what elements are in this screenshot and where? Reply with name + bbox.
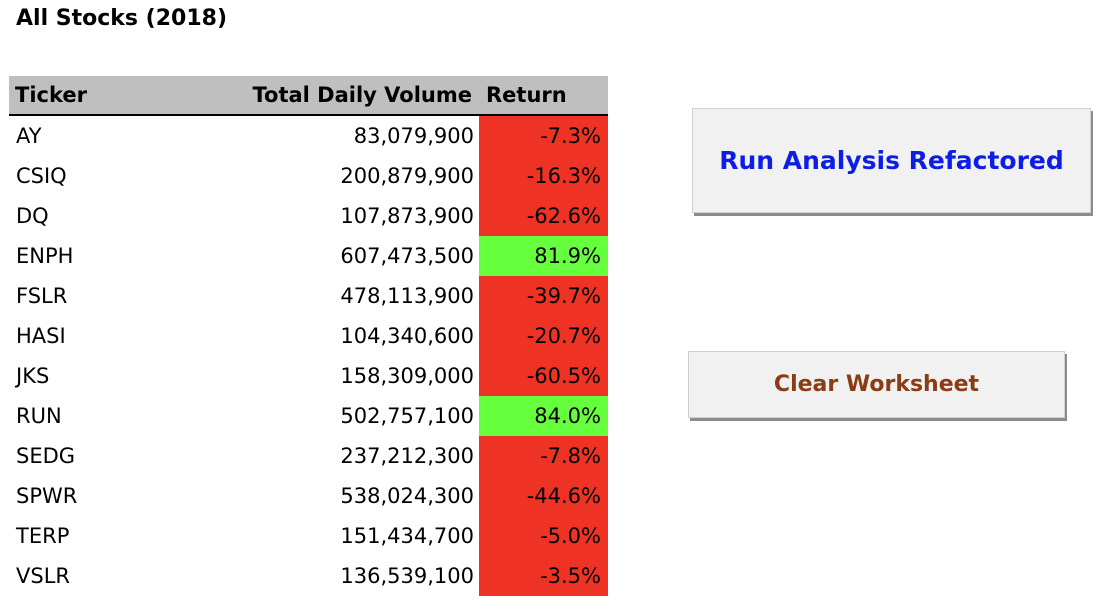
return-cell[interactable]: -16.3%: [479, 156, 608, 196]
table-row: AY 83,079,900 -7.3%: [9, 115, 608, 156]
return-cell[interactable]: -62.6%: [479, 196, 608, 236]
total-daily-volume-cell[interactable]: 478,113,900: [340, 284, 474, 308]
stock-results-table: Ticker Total Daily Volume Return AY 83,07…: [9, 76, 608, 596]
return-cell[interactable]: 84.0%: [479, 396, 608, 436]
table-row: DQ 107,873,900 -62.6%: [9, 196, 608, 236]
total-daily-volume-cell[interactable]: 136,539,100: [340, 564, 474, 588]
total-daily-volume-cell[interactable]: 502,757,100: [340, 404, 474, 428]
ticker-cell[interactable]: TERP: [16, 524, 70, 548]
table-row: ENPH 607,473,500 81.9%: [9, 236, 608, 276]
ticker-cell[interactable]: JKS: [16, 364, 50, 388]
table-header-row: Ticker Total Daily Volume Return: [9, 76, 608, 116]
ticker-cell[interactable]: DQ: [16, 204, 49, 228]
ticker-cell[interactable]: SEDG: [16, 444, 76, 468]
total-daily-volume-cell[interactable]: 200,879,900: [340, 164, 474, 188]
return-cell[interactable]: -5.0%: [479, 516, 608, 556]
clear-worksheet-button[interactable]: Clear Worksheet: [688, 351, 1065, 418]
return-cell[interactable]: -7.3%: [479, 115, 608, 156]
return-cell[interactable]: -44.6%: [479, 476, 608, 516]
total-daily-volume-cell[interactable]: 151,434,700: [340, 524, 474, 548]
table-row: VSLR 136,539,100 -3.5%: [9, 556, 608, 596]
total-daily-volume-cell[interactable]: 107,873,900: [340, 204, 474, 228]
return-cell[interactable]: -3.5%: [479, 556, 608, 596]
total-daily-volume-cell[interactable]: 538,024,300: [340, 484, 474, 508]
header-ticker[interactable]: Ticker: [9, 76, 129, 116]
return-cell[interactable]: 81.9%: [479, 236, 608, 276]
ticker-cell[interactable]: HASI: [16, 324, 66, 348]
return-cell[interactable]: -20.7%: [479, 316, 608, 356]
ticker-cell[interactable]: VSLR: [16, 564, 70, 588]
ticker-cell[interactable]: SPWR: [16, 484, 78, 508]
ticker-cell[interactable]: RUN: [16, 404, 62, 428]
total-daily-volume-cell[interactable]: 83,079,900: [353, 124, 474, 148]
total-daily-volume-cell[interactable]: 607,473,500: [340, 244, 474, 268]
ticker-cell[interactable]: AY: [16, 124, 42, 148]
total-daily-volume-cell[interactable]: 104,340,600: [340, 324, 474, 348]
table-row: SEDG 237,212,300 -7.8%: [9, 436, 608, 476]
table-row: CSIQ 200,879,900 -16.3%: [9, 156, 608, 196]
table-row: TERP 151,434,700 -5.0%: [9, 516, 608, 556]
ticker-cell[interactable]: CSIQ: [16, 164, 67, 188]
table-row: HASI 104,340,600 -20.7%: [9, 316, 608, 356]
total-daily-volume-cell[interactable]: 158,309,000: [340, 364, 474, 388]
table-row: RUN 502,757,100 84.0%: [9, 396, 608, 436]
table-row: JKS 158,309,000 -60.5%: [9, 356, 608, 396]
return-cell[interactable]: -39.7%: [479, 276, 608, 316]
return-cell[interactable]: -7.8%: [479, 436, 608, 476]
run-analysis-refactored-button[interactable]: Run Analysis Refactored: [692, 108, 1091, 213]
return-cell[interactable]: -60.5%: [479, 356, 608, 396]
ticker-cell[interactable]: ENPH: [16, 244, 74, 268]
sheet-title: All Stocks (2018): [16, 6, 228, 31]
header-total-daily-volume[interactable]: Total Daily Volume: [129, 76, 479, 116]
total-daily-volume-cell[interactable]: 237,212,300: [340, 444, 474, 468]
table-row: SPWR 538,024,300 -44.6%: [9, 476, 608, 516]
header-return[interactable]: Return: [479, 76, 608, 116]
table-body: AY 83,079,900 -7.3% CSIQ 200,879,900 -16.3% DQ…: [9, 115, 608, 596]
table-row: FSLR 478,113,900 -39.7%: [9, 276, 608, 316]
ticker-cell[interactable]: FSLR: [16, 284, 68, 308]
